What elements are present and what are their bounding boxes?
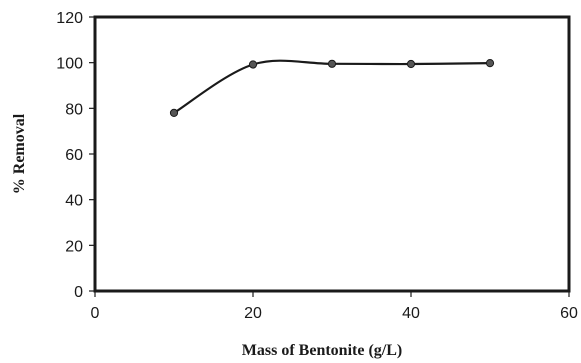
x-axis-ticks: 0 20 40 60 [91, 291, 578, 322]
data-point [169, 108, 179, 118]
data-points [169, 59, 495, 118]
y-tick-label: 20 [65, 238, 83, 255]
data-point [327, 59, 337, 68]
y-tick-label: 40 [65, 193, 83, 210]
plot-area [93, 15, 571, 293]
x-tick-label: 60 [560, 305, 578, 322]
data-point [248, 60, 258, 69]
x-tick-label: 20 [244, 305, 262, 322]
x-axis-title: Mass of Bentonite (g/L) [242, 342, 402, 359]
y-axis-ticks: 0 20 40 60 80 100 120 [56, 10, 95, 301]
y-tick-label: 80 [65, 101, 83, 118]
y-axis-title: % Removal [11, 113, 28, 194]
series-line [173, 59, 491, 114]
x-tick-label: 0 [91, 305, 100, 322]
data-point [406, 59, 416, 69]
y-tick-label: 120 [56, 10, 83, 27]
data-point [485, 59, 495, 68]
x-tick-label: 40 [402, 305, 420, 322]
y-tick-label: 60 [65, 147, 83, 164]
y-tick-label: 100 [56, 56, 83, 73]
y-tick-label: 0 [74, 284, 83, 301]
